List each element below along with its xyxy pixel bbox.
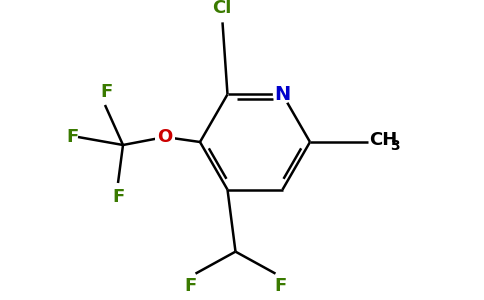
Text: F: F xyxy=(67,128,79,146)
Text: CH: CH xyxy=(369,131,397,149)
Text: F: F xyxy=(274,277,287,295)
Text: 3: 3 xyxy=(390,139,400,153)
Text: F: F xyxy=(112,188,124,206)
Text: Cl: Cl xyxy=(212,0,231,17)
Text: F: F xyxy=(101,83,113,101)
Text: F: F xyxy=(184,277,197,295)
Text: O: O xyxy=(157,128,173,146)
Circle shape xyxy=(273,85,291,103)
Text: N: N xyxy=(274,85,290,104)
